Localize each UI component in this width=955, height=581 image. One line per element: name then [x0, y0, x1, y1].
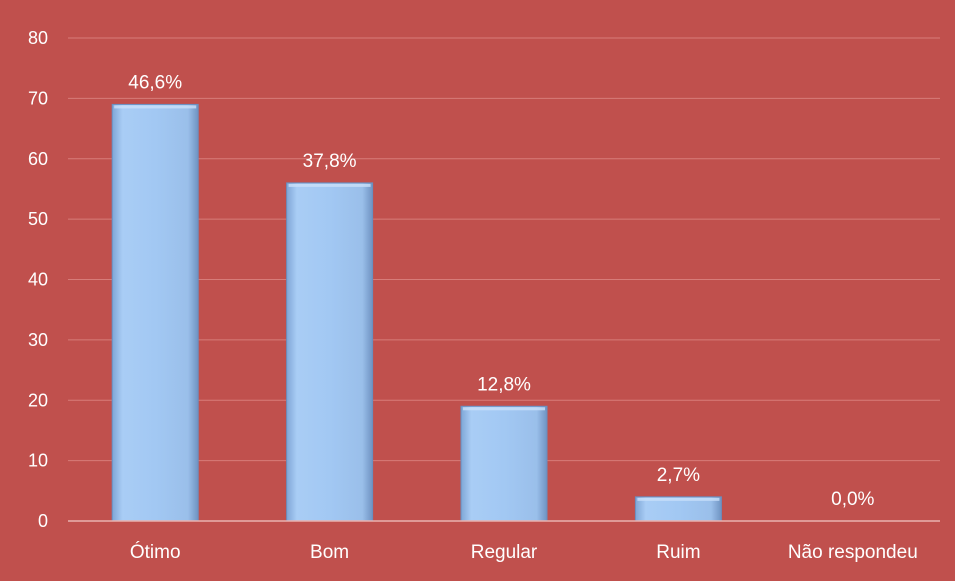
x-axis-categories: Ótimo Bom Regular Ruim Não respondeu: [130, 541, 918, 563]
category-label: Ótimo: [130, 541, 181, 563]
bar-1: [286, 182, 374, 522]
category-label: Regular: [471, 542, 538, 563]
data-label: 46,6%: [128, 72, 182, 93]
bar-3: [634, 496, 722, 522]
y-tick-label: 10: [28, 451, 48, 471]
bar-highlight-2: [463, 407, 545, 411]
bar-2: [460, 405, 548, 522]
gridlines: [68, 37, 940, 462]
y-tick-label: 60: [28, 149, 48, 169]
bar-0: [111, 103, 199, 522]
bars: [111, 103, 722, 522]
y-tick-label: 50: [28, 209, 48, 229]
data-label: 2,7%: [657, 465, 700, 486]
category-label: Bom: [310, 542, 349, 563]
y-tick-label: 20: [28, 390, 48, 410]
y-tick-label: 70: [28, 88, 48, 108]
data-label: 12,8%: [477, 374, 531, 395]
data-label: 0,0%: [831, 489, 874, 510]
y-axis-ticks: 0 10 20 30 40 50 60 70 80: [28, 28, 48, 531]
category-label: Não respondeu: [788, 542, 918, 563]
y-tick-label: 0: [38, 511, 48, 531]
data-labels: 46,6% 37,8% 12,8% 2,7% 0,0%: [128, 72, 874, 510]
y-tick-label: 30: [28, 330, 48, 350]
bar-highlight-0: [114, 105, 197, 109]
bar-highlight-3: [637, 497, 720, 501]
bar-highlight-1: [288, 183, 371, 187]
data-label: 37,8%: [303, 151, 357, 172]
category-label: Ruim: [656, 542, 700, 563]
y-tick-label: 80: [28, 28, 48, 48]
y-tick-label: 40: [28, 270, 48, 290]
